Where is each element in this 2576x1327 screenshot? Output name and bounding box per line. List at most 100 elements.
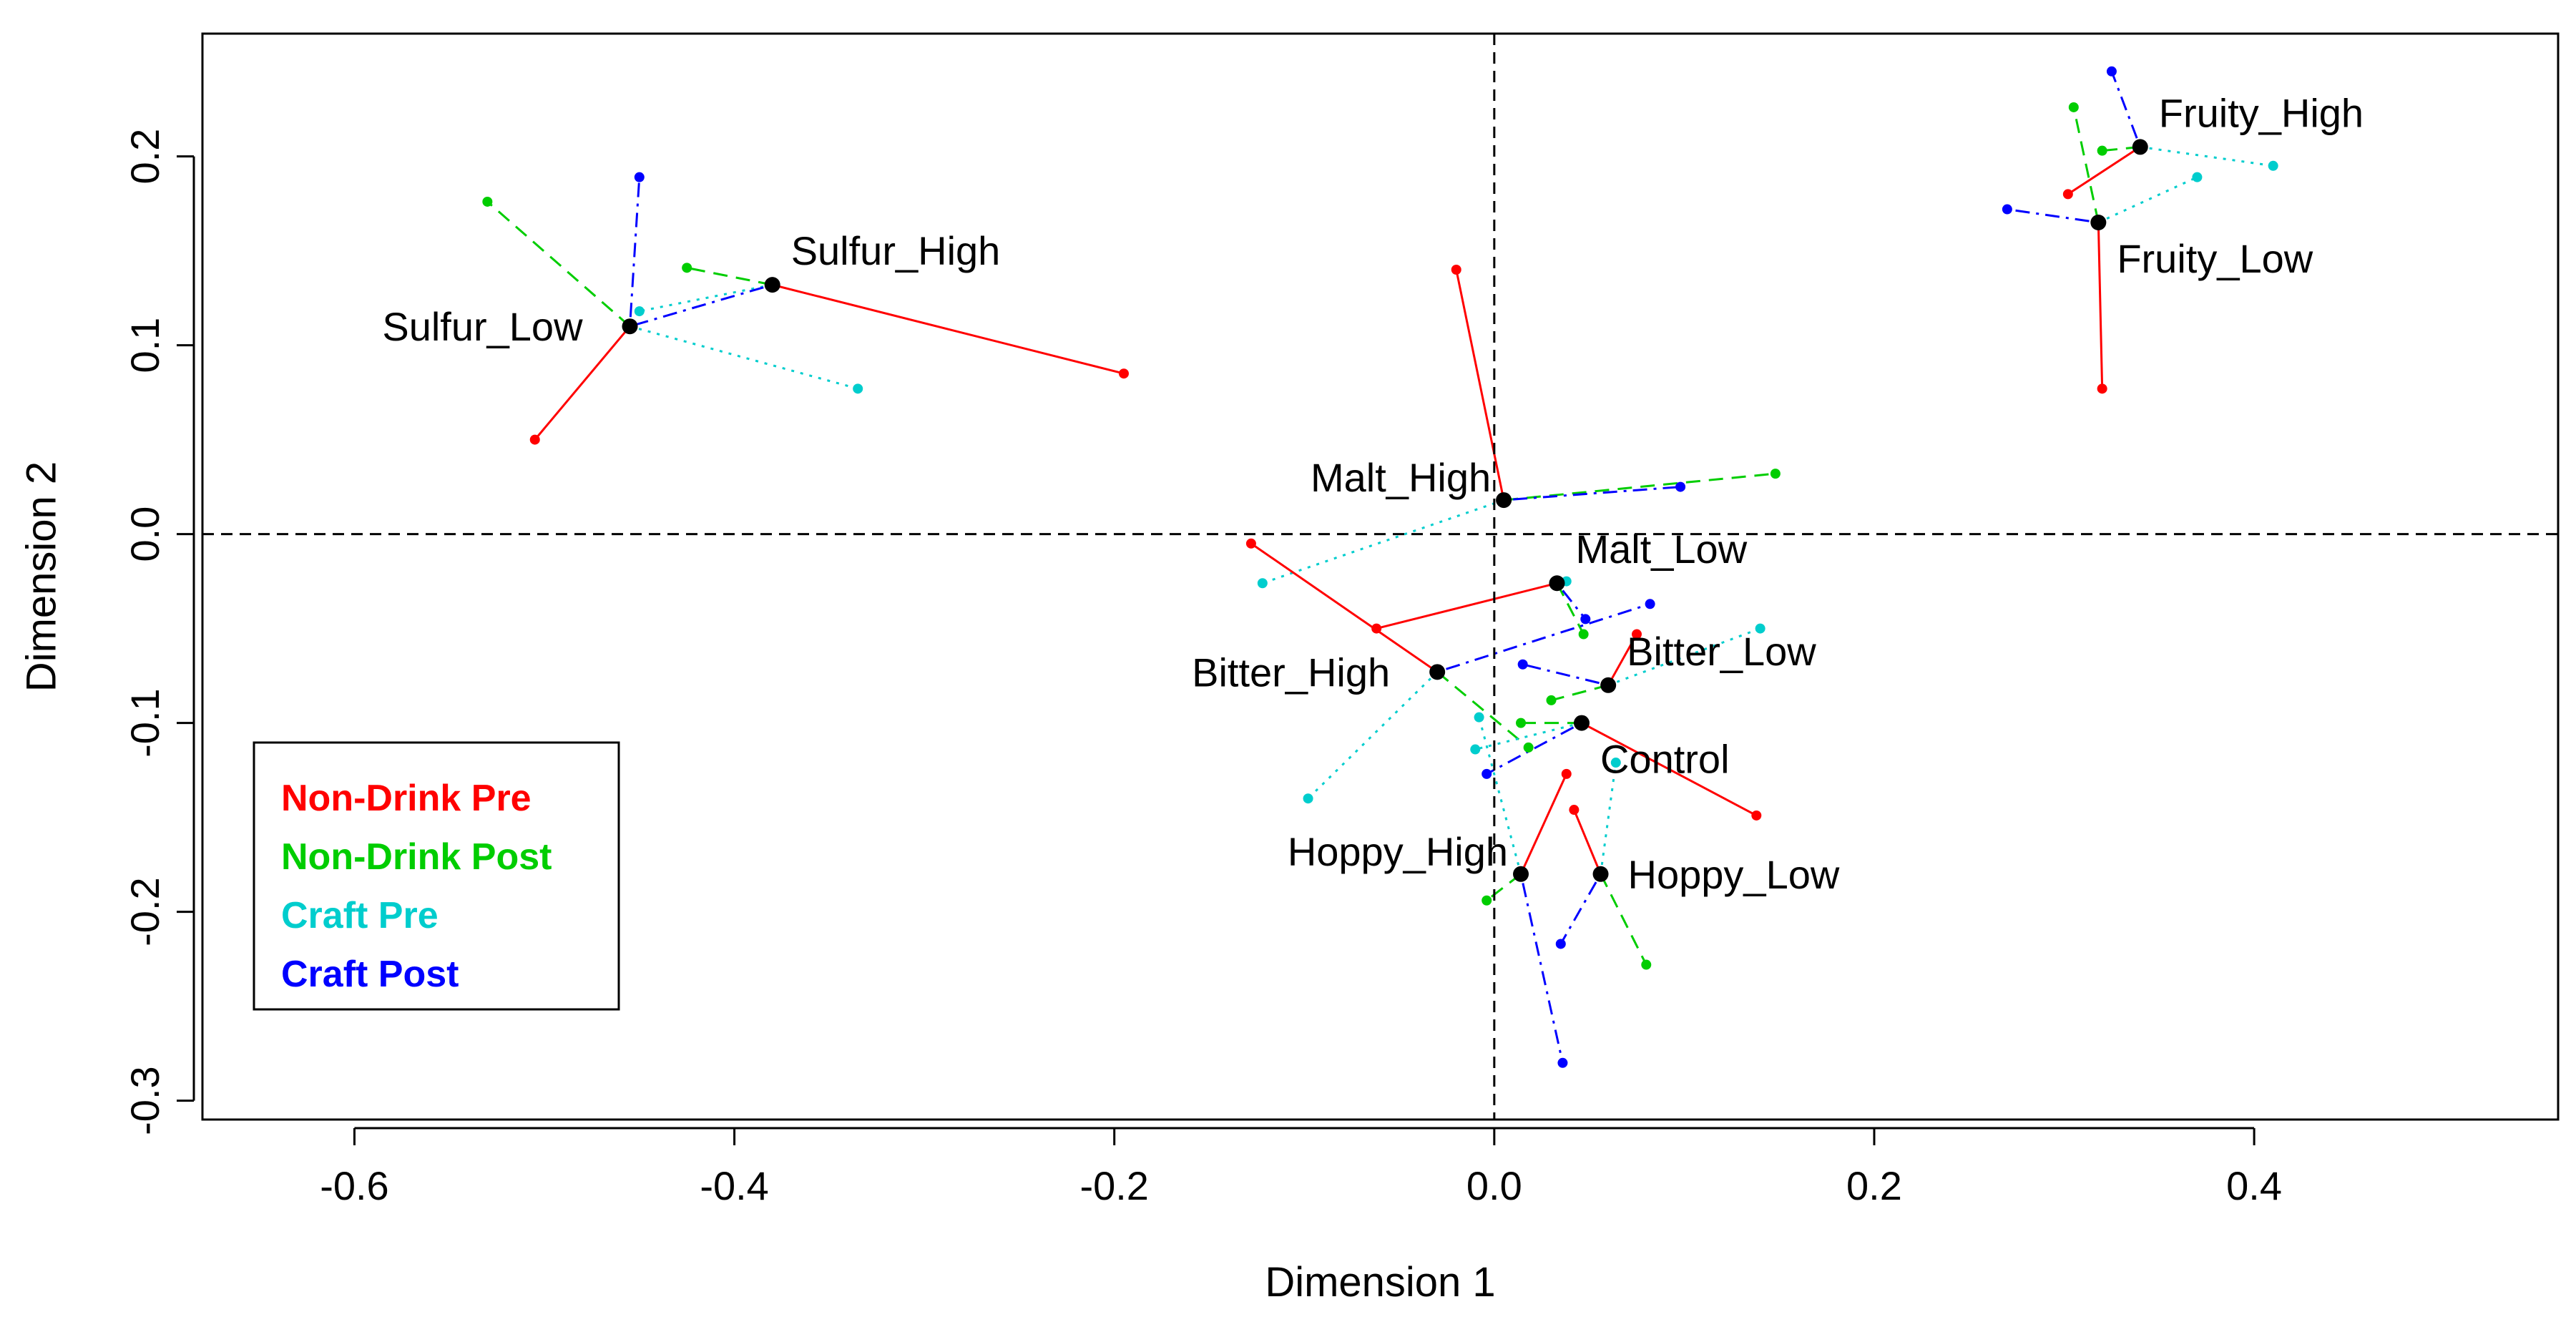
label-hoppy-low: Hoppy_Low	[1628, 852, 1840, 897]
connector-sulfur-high-non-drink-pre	[772, 283, 1125, 375]
consensus-point-bitter-high	[1429, 664, 1446, 680]
x-tick-label: -0.4	[700, 1163, 769, 1208]
connector-sulfur-low-craft-pre	[630, 325, 858, 390]
connector-bitter-low-non-drink-pre	[1607, 633, 1638, 686]
legend-item-craft-post: Craft Post	[281, 954, 459, 995]
label-fruity-low: Fruity_Low	[2117, 236, 2313, 281]
connector-hoppy-low-non-drink-post	[1600, 873, 1647, 966]
y-axis-title: Dimension 2	[18, 461, 64, 692]
y-tick-label: 0.2	[122, 129, 167, 185]
connector-lines	[486, 71, 2273, 1064]
connector-hoppy-low-craft-pre	[1600, 762, 1617, 875]
point-hoppy-high-craft-post	[1557, 1057, 1568, 1068]
connector-bitter-high-non-drink-pre	[1250, 542, 1439, 673]
y-tick-label: 0.0	[122, 506, 167, 562]
connector-sulfur-high-craft-pre	[639, 283, 773, 313]
connector-fruity-high-craft-pre	[2140, 145, 2273, 167]
consensus-point-malt-low	[1549, 575, 1565, 592]
point-fruity-high-non-drink-post	[2097, 145, 2107, 156]
consensus-point-sulfur-high	[764, 277, 780, 293]
consensus-point-bitter-low	[1600, 677, 1617, 693]
point-sulfur-high-craft-pre	[634, 306, 645, 317]
connector-malt-low-craft-post	[1556, 582, 1587, 620]
connector-hoppy-low-craft-post	[1559, 873, 1602, 945]
y-tick-label: -0.1	[122, 688, 167, 758]
plot-frame	[201, 32, 2560, 1121]
legend-box	[253, 741, 620, 1011]
point-fruity-high-craft-pre	[2268, 160, 2278, 171]
label-malt-high: Malt_High	[1311, 455, 1491, 500]
point-bitter-high-non-drink-pre	[1245, 538, 1256, 549]
connector-malt-low-non-drink-pre	[1376, 582, 1557, 630]
connector-sulfur-low-non-drink-post	[486, 200, 631, 328]
x-tick-label: -0.6	[320, 1163, 389, 1208]
consensus-point-control	[1573, 715, 1590, 731]
point-sulfur-high-non-drink-post	[682, 263, 692, 273]
connector-sulfur-low-craft-post	[629, 177, 641, 327]
point-control-craft-post	[1482, 768, 1492, 779]
connector-hoppy-low-non-drink-pre	[1572, 809, 1602, 875]
point-control-non-drink-post	[1516, 718, 1527, 728]
point-malt-high-non-drink-pre	[1451, 265, 1461, 275]
x-tick-label: 0.2	[1846, 1163, 1902, 1208]
point-hoppy-low-craft-pre	[1610, 758, 1621, 768]
point-bitter-high-craft-post	[1645, 599, 1655, 609]
point-sulfur-low-craft-pre	[853, 383, 863, 394]
connector-bitter-high-craft-post	[1436, 602, 1651, 673]
connector-fruity-low-non-drink-pre	[2097, 222, 2104, 389]
point-malt-high-craft-post	[1675, 481, 1686, 492]
legend-item-craft-pre: Craft Pre	[281, 895, 439, 936]
point-hoppy-low-craft-post	[1555, 939, 1566, 949]
consensus-point-hoppy-high	[1513, 866, 1529, 882]
point-malt-high-craft-pre	[1257, 578, 1268, 589]
point-hoppy-high-non-drink-pre	[1561, 768, 1572, 779]
point-hoppy-high-non-drink-post	[1482, 895, 1492, 906]
label-bitter-low: Bitter_Low	[1627, 629, 1816, 674]
consensus-labels: Sulfur_High Sulfur_Low Fruity_High Fruity_L…	[382, 90, 2364, 896]
point-fruity-low-non-drink-pre	[2097, 383, 2107, 394]
point-hoppy-low-non-drink-pre	[1569, 805, 1580, 816]
connector-sulfur-high-craft-post	[630, 283, 773, 328]
point-malt-low-craft-post	[1580, 614, 1591, 625]
point-fruity-low-craft-post	[2002, 204, 2012, 215]
consensus-point-sulfur-low	[622, 318, 638, 335]
consensus-point-malt-high	[1496, 492, 1512, 509]
label-sulfur-low: Sulfur_Low	[382, 304, 583, 349]
connector-bitter-low-non-drink-post	[1551, 684, 1609, 702]
reference-lines	[202, 34, 2558, 1120]
label-sulfur-high: Sulfur_High	[791, 228, 1001, 273]
point-bitter-high-non-drink-post	[1523, 742, 1534, 753]
label-fruity-high: Fruity_High	[2159, 90, 2364, 135]
legend-item-non-drink-pre: Non-Drink Pre	[281, 778, 532, 819]
y-tick-label: -0.3	[122, 1066, 167, 1135]
point-hoppy-high-craft-pre	[1474, 712, 1484, 723]
connector-bitter-high-craft-pre	[1307, 671, 1439, 800]
point-bitter-low-craft-pre	[1755, 623, 1766, 634]
connector-control-non-drink-pre	[1581, 722, 1758, 817]
label-control: Control	[1600, 737, 1730, 782]
x-tick-label: -0.2	[1079, 1163, 1149, 1208]
y-tick-label: 0.1	[122, 318, 167, 373]
point-control-non-drink-pre	[1751, 810, 1762, 821]
consensus-point-fruity-high	[2132, 139, 2148, 155]
connector-malt-low-non-drink-post	[1556, 582, 1585, 635]
point-fruity-high-non-drink-pre	[2062, 189, 2073, 200]
x-tick-label: 0.4	[2226, 1163, 2282, 1208]
point-bitter-low-non-drink-pre	[1632, 629, 1642, 640]
point-fruity-low-non-drink-post	[2068, 102, 2079, 112]
connector-fruity-low-craft-post	[2007, 208, 2099, 224]
point-malt-low-non-drink-post	[1578, 629, 1589, 640]
point-sulfur-low-craft-post	[634, 172, 645, 182]
legend: Non-Drink Pre Non-Drink Post Craft Pre Craf…	[253, 741, 620, 1011]
consensus-point-fruity-low	[2090, 215, 2107, 230]
data-points	[482, 66, 2278, 1068]
connector-fruity-high-craft-post	[2110, 71, 2142, 147]
y-tick-label: -0.2	[122, 877, 167, 946]
point-malt-high-non-drink-post	[1770, 469, 1781, 479]
connector-control-craft-post	[1486, 722, 1582, 775]
point-fruity-low-craft-pre	[2192, 172, 2203, 182]
point-sulfur-low-non-drink-pre	[529, 434, 540, 445]
point-control-craft-pre	[1470, 744, 1481, 755]
